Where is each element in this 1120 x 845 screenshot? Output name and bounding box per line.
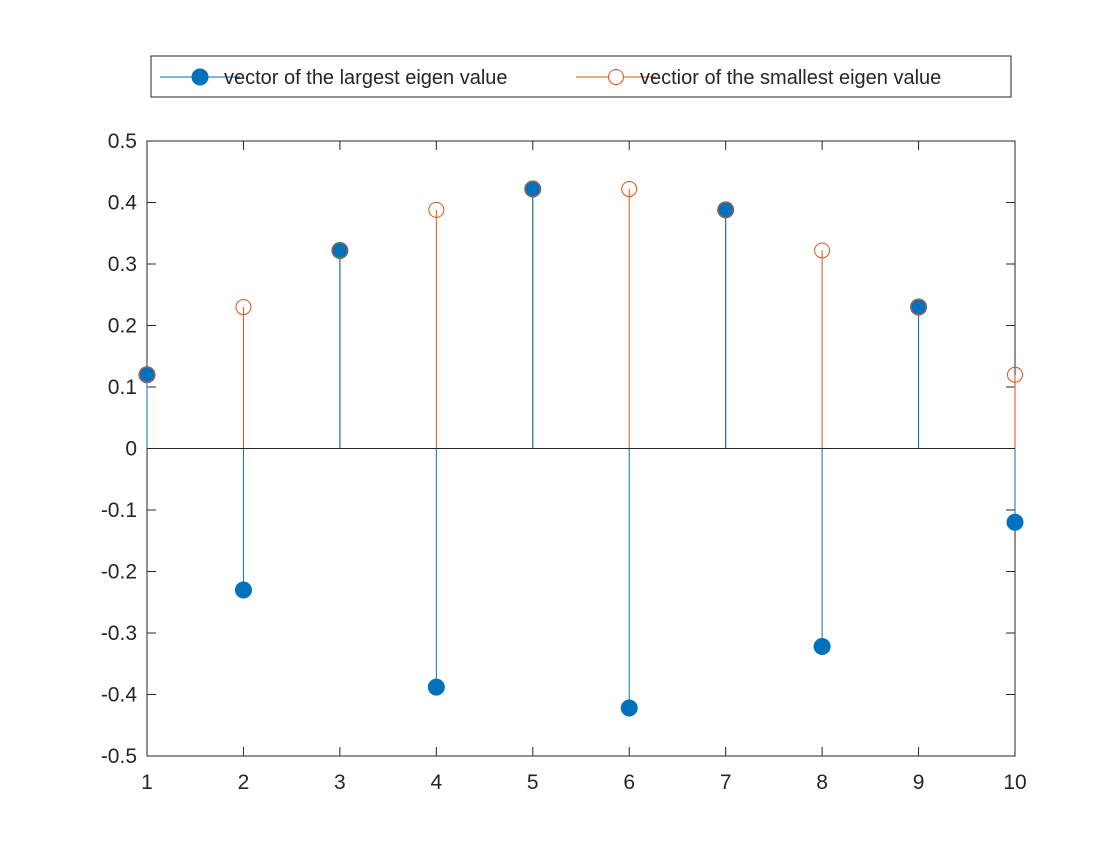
x-tick-label: 2 [238,771,250,794]
marker-series-2 [910,299,927,316]
legend-series-2-label: vectior of the smallest eigen value [640,67,941,89]
y-tick-label: -0.2 [101,561,137,584]
x-tick-label: 8 [816,771,828,794]
marker-series-1 [427,678,445,696]
x-tick-label: 5 [527,771,539,794]
y-tick-label: 0.4 [108,192,138,215]
marker-series-2 [1007,366,1023,383]
legend-series-1-label: vector of the largest eigen value [224,67,508,89]
marker-series-1 [1006,513,1024,531]
marker-series-1 [620,699,638,717]
marker-series-1 [234,581,252,599]
x-tick-label: 6 [623,771,635,794]
marker-series-2 [621,180,638,197]
marker-series-2 [331,242,348,259]
y-tick-label: -0.5 [101,745,137,768]
marker-series-2 [524,180,541,197]
y-tick-label: 0 [125,438,137,461]
marker-series-2 [139,366,155,383]
legend: vector of the largest eigen value vectio… [150,55,1012,98]
y-tick-label: -0.1 [101,499,137,522]
x-tick-label: 7 [720,771,732,794]
marker-series-2 [814,242,831,259]
legend-series-2-marker [608,69,624,85]
marker-series-2 [428,201,445,218]
legend-series-1-marker [191,68,209,86]
x-tick-label: 10 [1003,771,1026,794]
marker-series-1 [813,638,831,656]
y-tick-label: 0.2 [108,315,137,338]
y-tick-label: 0.3 [108,253,137,276]
y-tick-label: -0.3 [101,622,137,645]
plot-area: 0.5 0.4 0.3 0.2 0.1 0 -0.1 -0.2 -0.3 -0.4 -0.51 2 3 4… [101,130,1027,794]
y-tick-label: -0.4 [101,684,138,707]
y-tick-label: 0.1 [108,376,137,399]
x-tick-label: 3 [334,771,346,794]
x-tick-label: 4 [430,771,442,794]
marker-series-2 [717,201,734,218]
marker-series-2 [235,299,252,316]
x-tick-label: 1 [141,771,153,794]
x-tick-label: 9 [913,771,925,794]
y-tick-label: 0.5 [108,130,137,153]
